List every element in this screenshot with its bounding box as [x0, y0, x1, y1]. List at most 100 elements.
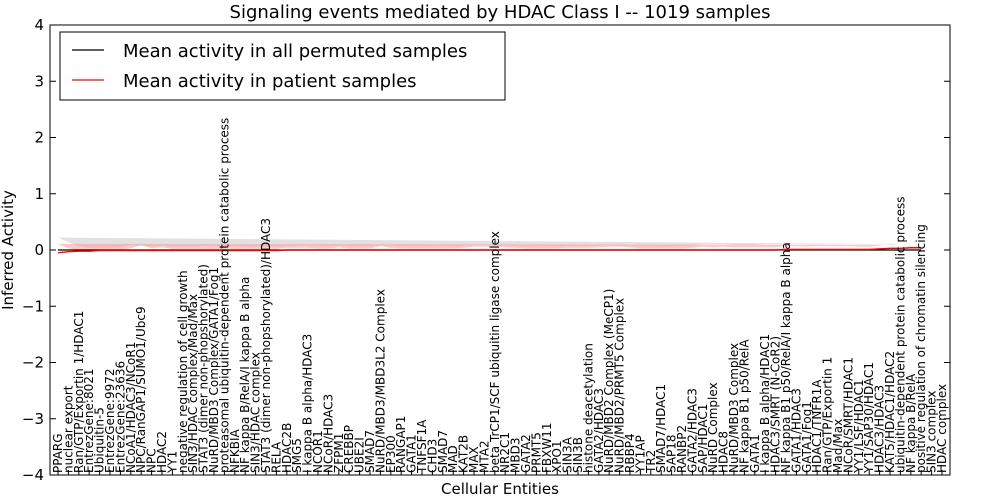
- x-tick-label: HDAC8: [717, 431, 731, 473]
- x-tick-label: ZFPM1: [332, 433, 346, 473]
- legend-box: [59, 31, 506, 101]
- y-tick-label: −3: [22, 410, 44, 428]
- x-tick-label: YY1AP: [633, 435, 647, 474]
- y-tick-label: −2: [22, 354, 44, 372]
- x-tick-label: UBE2I: [353, 437, 367, 473]
- x-tick-label: SIN3A: [561, 436, 575, 473]
- x-tick-label: GATA1/HDAC3: [789, 388, 803, 473]
- x-axis-label: Cellular Entities: [441, 480, 559, 498]
- x-tick-label: PRMT5: [529, 432, 543, 473]
- x-tick-label: SIN3B: [571, 437, 585, 473]
- x-tick-label: CREBBP: [342, 425, 356, 473]
- x-tick-label: nuclear export: [61, 385, 75, 473]
- x-tick-label: GATA1: [405, 434, 419, 473]
- x-tick-label: GATA1/Fog1: [800, 401, 814, 473]
- y-tick-label: 1: [34, 185, 44, 203]
- x-tick-label: NuRD/MBD3 Complex: [727, 343, 741, 473]
- legend-label-patient: Mean activity in patient samples: [123, 71, 417, 92]
- y-axis: 4 3 2 1 0 −1 −2 −3 −4: [22, 16, 950, 484]
- x-tick-label: NuRD/MBD2/PRMT5 Complex: [613, 298, 627, 473]
- x-tick-label: NR2C1: [498, 432, 512, 473]
- x-tick-label: MBD3: [509, 438, 523, 473]
- y-tick-label: 2: [34, 129, 44, 147]
- x-tick-label: RANGAP1: [394, 416, 408, 473]
- legend-label-permuted: Mean activity in all permuted samples: [123, 41, 467, 62]
- legend: Mean activity in all permuted samples Me…: [59, 31, 506, 101]
- y-tick-label: 3: [34, 72, 44, 90]
- x-tick-label: GATA1: [748, 434, 762, 473]
- y-tick-label: −4: [22, 466, 44, 484]
- x-tick-label: positive regulation of chromatin silenci…: [914, 224, 928, 473]
- x-tick-label: EntrezGene:23636: [113, 361, 127, 473]
- x-tick-label: RELA: [269, 441, 283, 473]
- y-tick-label: 4: [34, 16, 44, 34]
- x-tick-label: STAT3 (dimer non-phopshorylated)/HDAC3: [259, 218, 273, 473]
- y-tick-label: −1: [22, 297, 44, 315]
- x-tick-label: SMAD7: [363, 430, 377, 473]
- x-tick-label: SMG5: [290, 438, 304, 473]
- x-tick-label: NuRD/MBD2 Complex (MeCP1): [602, 289, 616, 473]
- y-axis-label: Inferred Activity: [0, 190, 17, 310]
- x-tick-label: FBXW11: [540, 423, 554, 474]
- x-tick-label: beta TrCP1/SCF ubiquitin ligase complex: [488, 231, 502, 473]
- x-tick-label: NF kappa B1 p50/RelA: [737, 339, 751, 473]
- series-lines: [57, 247, 922, 254]
- x-tick-label: NF kappa B/RelA/I kappa B alpha: [238, 277, 252, 473]
- x-tick-label: SMAD7/HDAC1: [654, 384, 668, 473]
- x-tick-label: MAD: [446, 445, 460, 473]
- x-tick-label: PPARG: [51, 433, 65, 473]
- x-tick-label: SIN3 complex: [925, 391, 939, 473]
- x-tick-label: SAP/HDAC1: [696, 404, 710, 473]
- x-tick-label: RBBP4: [623, 433, 637, 473]
- x-tick-label: Ran/GTP/Exportin 1/HDAC1: [72, 311, 86, 473]
- x-tick-label: GATA2/HDAC3: [592, 388, 606, 473]
- x-tick-label: NuRD Complex: [706, 382, 720, 473]
- x-tick-label: KAT5/HDAC1/HDAC2: [883, 351, 897, 473]
- x-tick-label: HDAC2: [155, 431, 169, 473]
- chart-title: Signaling events mediated by HDAC Class …: [230, 2, 771, 23]
- x-tick-label: HDAC3/SMRT (N-CoR2): [769, 336, 783, 473]
- series-line-patient: [57, 247, 922, 254]
- x-tick-label: NF kappa B1 p50/RelA/I kappa B alpha: [779, 242, 793, 473]
- x-tick-label: SMAD7: [436, 430, 450, 473]
- x-tick-label: HDAC3/HDAC3: [873, 385, 887, 473]
- x-tick-label: HDAC complex: [935, 384, 949, 473]
- x-tick-label: NCOR1: [311, 430, 325, 473]
- x-tick-label: TNFSF1A: [415, 419, 429, 474]
- x-tick-label: EntrezGene:9972: [103, 369, 117, 474]
- x-tick-label: SIN3/HDAC complex/Mad/Max: [186, 294, 200, 473]
- x-tick-label: HDAC1/TNFR1A: [810, 379, 824, 473]
- x-tick-label: KAT2B: [457, 435, 471, 473]
- patient-samples-band: [58, 243, 922, 250]
- x-tick-label: EP300: [384, 435, 398, 473]
- x-tick-label: NF kappa B/RelA: [904, 373, 918, 473]
- x-tick-label: NFKBIA: [228, 428, 242, 473]
- patient-band-area: [58, 243, 922, 250]
- x-tick-label: GATA2: [519, 434, 533, 473]
- x-tick-label: ubiquitin-dependent protein catabolic pr…: [893, 197, 907, 473]
- x-tick-label: EntrezGene:8021: [82, 369, 96, 474]
- x-tick-label: NCoR/SMRT/HDAC1: [841, 357, 855, 473]
- x-tick-label: CHD3: [425, 439, 439, 473]
- x-tick-label: NuRD/MBD3/MBD3L2 Complex: [373, 289, 387, 473]
- x-tick-label: SAP18: [665, 434, 679, 473]
- x-tick-label: Ran/GTP/Exportin 1: [821, 357, 835, 473]
- x-tick-label: NCoA1/HDAC3/NCoR1: [124, 342, 138, 473]
- x-tick-label: GATA2/HDAC3: [685, 388, 699, 473]
- x-tick-label: I kappa B alpha/HDAC3: [301, 334, 315, 473]
- x-tick-label: NPC/RanGAP1/SUMO1/Ubc9: [134, 306, 148, 473]
- y-tick-label: 0: [34, 241, 44, 259]
- x-tick-label: negative regulation of cell growth: [176, 270, 190, 473]
- x-tick-label: TR2: [644, 450, 658, 474]
- x-tick-label: SIN3/HDAC complex: [249, 352, 263, 473]
- x-tick-label: Mad/Max: [831, 419, 845, 473]
- x-tick-label: RANBP2: [675, 425, 689, 473]
- x-tick-label: proteasomal ubiquitin-dependent protein …: [217, 118, 231, 473]
- x-tick-label: YY1: [165, 451, 179, 474]
- x-tick-label: I kappa B alpha/HDAC1: [758, 334, 772, 473]
- x-tick-label: histone deacetylation: [581, 343, 595, 473]
- x-tick-label: MAX: [467, 446, 481, 473]
- x-tick-label: YY1/LSF/HDAC1: [852, 379, 866, 474]
